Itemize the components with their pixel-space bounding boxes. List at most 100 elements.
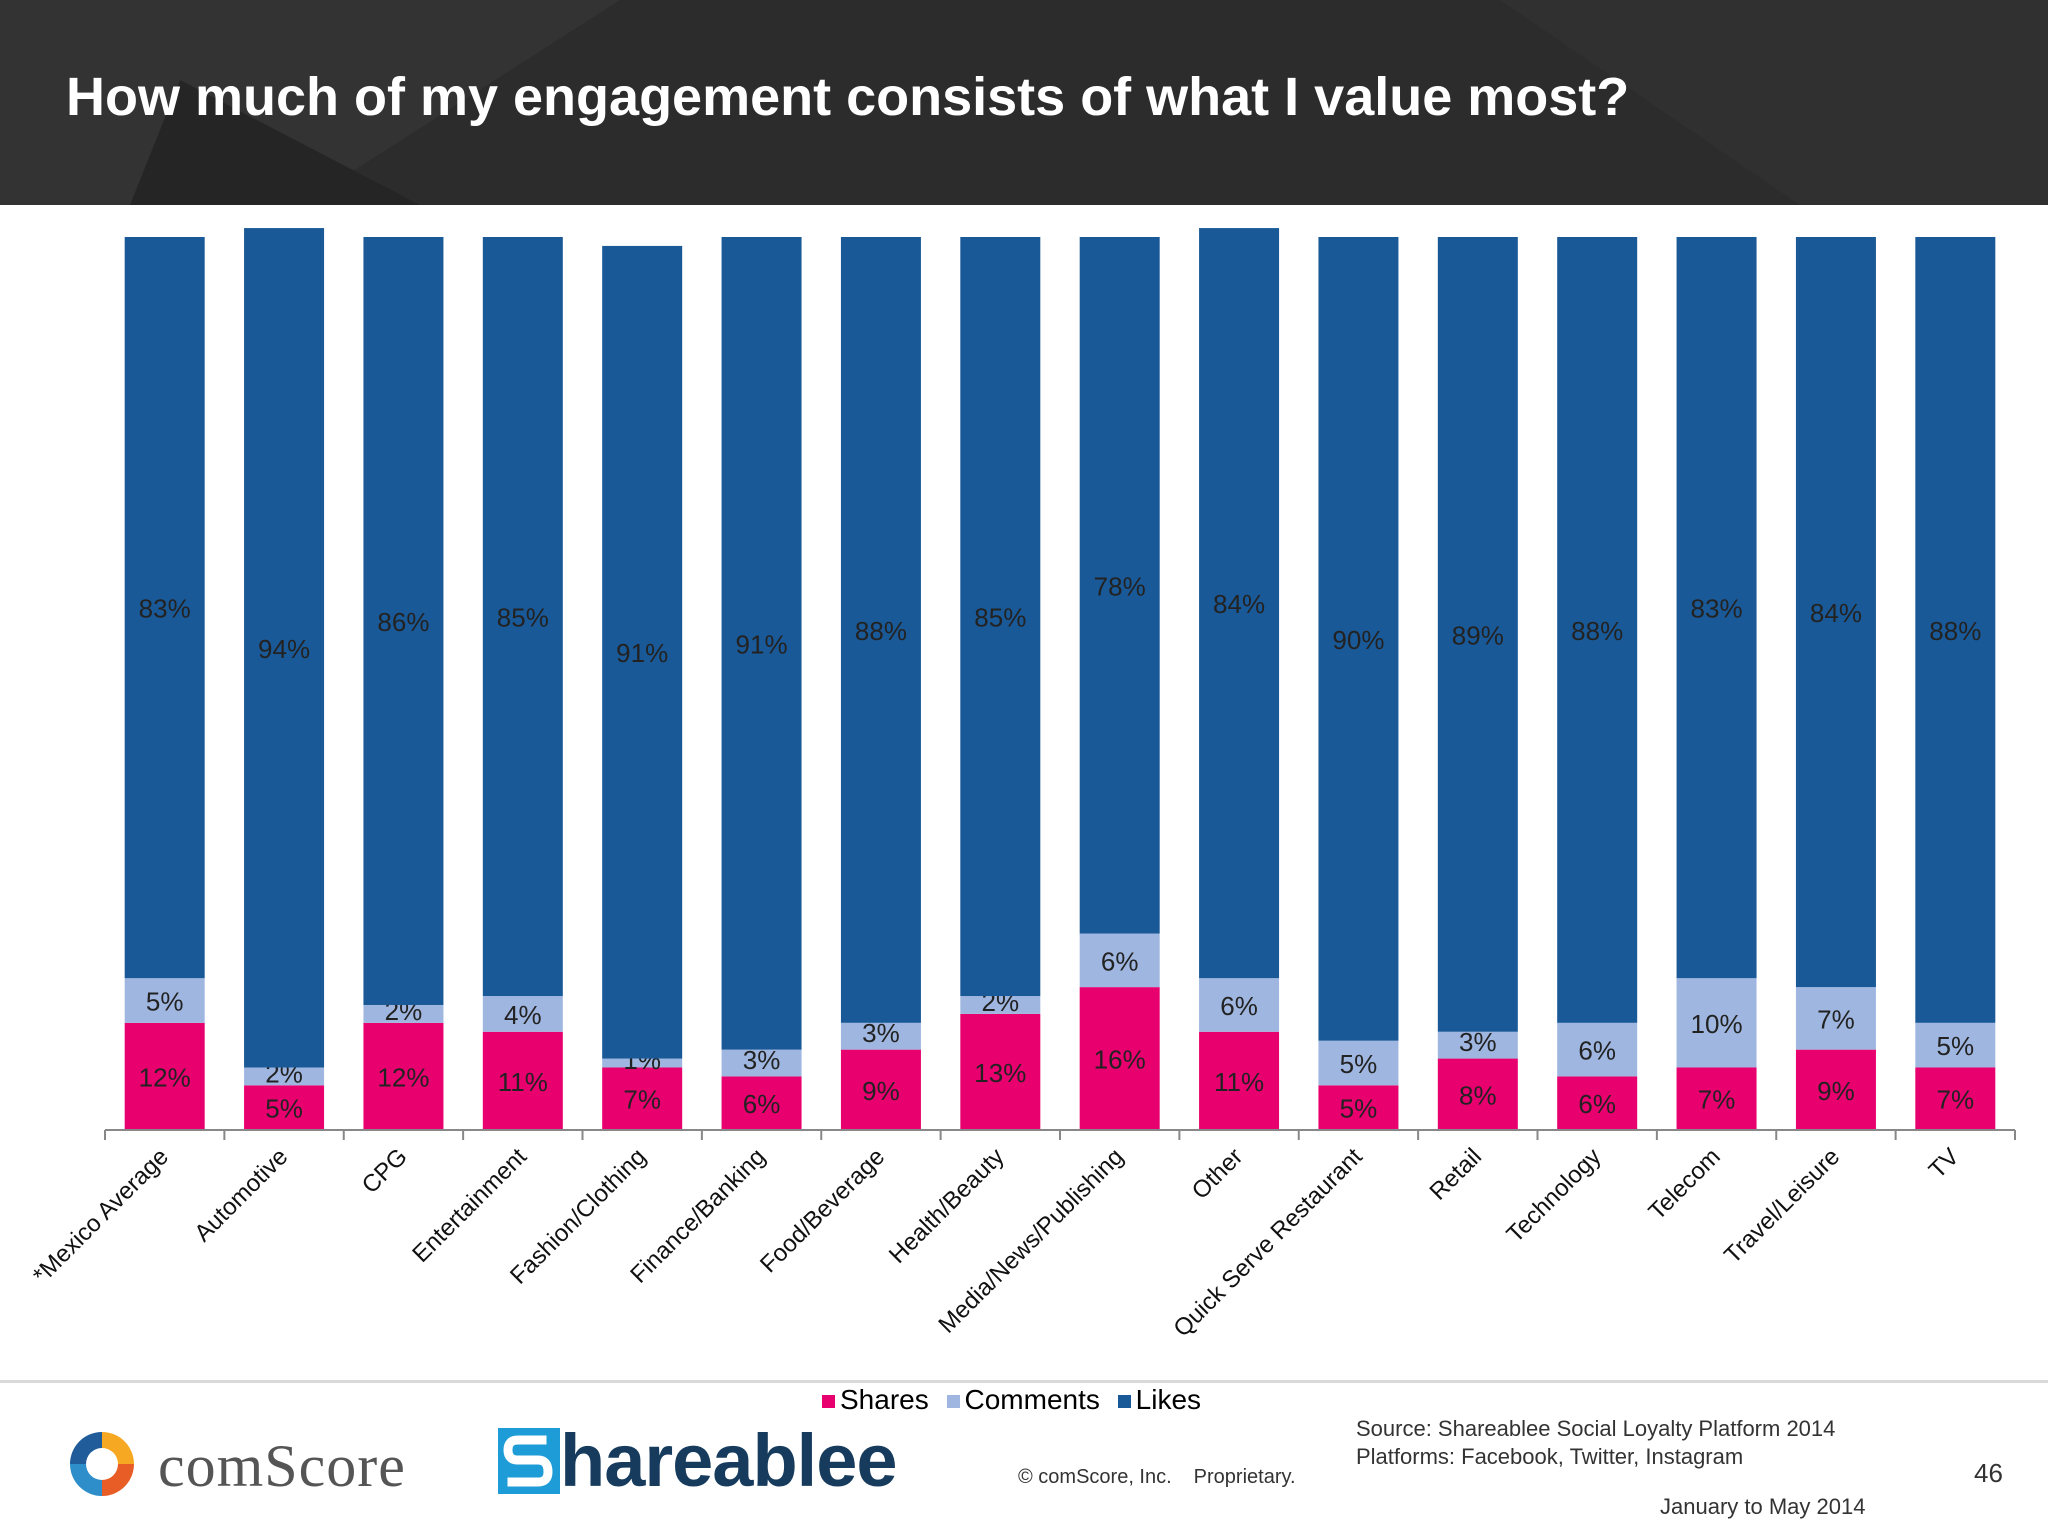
data-label-likes-10: 90% [1332,625,1384,655]
data-label-comments-11: 3% [1459,1027,1497,1057]
data-label-likes-4: 91% [616,638,668,668]
bar-shares-13 [1676,1067,1757,1130]
bar-likes-11 [1437,237,1518,1032]
x-tick-label-11: Retail [1425,1143,1487,1205]
bar-shares-3 [482,1031,563,1130]
header-background [0,0,2048,205]
bar-comments-14 [1795,987,1876,1050]
proprietary-text: Proprietary. [1193,1466,1296,1488]
shareablee-wordmark: hareablee [560,1419,898,1502]
bar-shares-6 [840,1049,921,1130]
legend-label-comments: Comments [964,1384,1100,1415]
bar-shares-14 [1795,1049,1876,1130]
data-label-shares-15: 7% [1937,1085,1975,1115]
data-label-likes-7: 85% [974,603,1026,633]
data-label-shares-12: 6% [1578,1089,1616,1119]
shareablee-logo-icon [498,1428,560,1494]
x-tick-label-9: Other [1187,1143,1249,1205]
bar-shares-11 [1437,1058,1518,1130]
data-label-comments-14: 7% [1817,1004,1855,1034]
x-tick-label-12: Technology [1501,1143,1606,1248]
legend-label-likes: Likes [1135,1384,1202,1415]
x-tick-label-3: Entertainment [407,1143,532,1268]
data-label-likes-13: 83% [1691,594,1743,624]
bar-comments-3 [482,996,563,1032]
x-tick-label-7: Health/Beauty [884,1143,1010,1269]
date-range: January to May 2014 [1660,1494,1866,1519]
legend-swatch-shares [822,1395,835,1408]
bar-likes-9 [1199,228,1280,979]
x-tick-label-2: CPG [357,1143,413,1199]
copyright-text: © comScore, Inc. [1018,1466,1172,1488]
x-tick-label-1: Automotive [189,1143,293,1247]
data-label-shares-5: 6% [743,1089,781,1119]
bar-shares-4 [602,1067,683,1130]
legend-item-comments: Comments [946,1384,1100,1416]
data-label-shares-14: 9% [1817,1076,1855,1106]
bar-likes-4 [602,245,683,1059]
bar-likes-3 [482,237,563,997]
data-label-comments-5: 3% [743,1045,781,1075]
data-label-shares-7: 13% [974,1058,1026,1088]
data-label-comments-15: 5% [1937,1031,1975,1061]
bar-comments-2 [363,1004,444,1023]
bar-comments-15 [1915,1022,1996,1068]
data-label-shares-8: 16% [1094,1045,1146,1075]
bar-comments-7 [960,996,1041,1014]
x-tick-label-6: Food/Beverage [755,1143,890,1278]
source-note: Source: Shareablee Social Loyalty Platfo… [1356,1415,1835,1471]
data-label-comments-6: 3% [862,1018,900,1048]
bar-comments-10 [1318,1040,1399,1086]
legend-swatch-likes [1117,1395,1131,1408]
x-tick-label-0: *Mexico Average [28,1143,174,1289]
bar-likes-6 [840,237,921,1023]
x-tick-label-15: TV [1924,1143,1965,1184]
data-label-shares-9: 11% [1214,1067,1264,1097]
bar-likes-0 [124,237,205,979]
legend-label-shares: Shares [840,1384,929,1415]
bar-likes-13 [1676,237,1757,979]
legend-item-shares: Shares [822,1384,929,1416]
data-label-comments-0: 5% [146,987,184,1017]
bar-shares-2 [363,1022,444,1130]
data-label-comments-10: 5% [1340,1049,1378,1079]
data-label-likes-9: 84% [1213,589,1265,619]
legend-swatch-comments [946,1395,960,1408]
data-label-shares-6: 9% [862,1076,900,1106]
bar-shares-9 [1199,1031,1280,1130]
bar-comments-5 [721,1049,802,1077]
chart-legend: Shares Comments Likes [822,1384,1211,1416]
bar-likes-7 [960,237,1041,997]
bar-shares-8 [1079,987,1160,1130]
slide-title: How much of my engagement consists of wh… [66,67,1630,127]
bar-likes-15 [1915,237,1996,1023]
data-label-likes-2: 86% [377,607,429,637]
data-label-comments-13: 10% [1691,1009,1743,1039]
source-line-1: Source: Shareablee Social Loyalty Platfo… [1356,1416,1836,1441]
data-label-likes-0: 83% [139,594,191,624]
data-label-comments-12: 6% [1578,1036,1616,1066]
bar-comments-0 [124,978,205,1023]
bar-likes-10 [1318,237,1399,1041]
x-tick-label-14: Travel/Leisure [1719,1143,1845,1269]
data-label-shares-0: 12% [139,1062,191,1092]
data-label-shares-1: 5% [265,1094,303,1124]
bar-likes-1 [244,228,325,1068]
bar-likes-8 [1079,237,1160,934]
bar-comments-12 [1557,1022,1638,1077]
bar-shares-0 [124,1022,205,1130]
bar-shares-12 [1557,1076,1638,1130]
data-label-shares-13: 7% [1698,1085,1736,1115]
bar-likes-5 [721,237,802,1050]
bar-shares-7 [960,1013,1041,1130]
slide-header: How much of my engagement consists of wh… [0,0,2048,205]
data-label-likes-1: 94% [258,634,310,664]
bar-likes-14 [1795,237,1876,988]
data-label-shares-2: 12% [377,1062,429,1092]
data-label-comments-8: 6% [1101,946,1139,976]
copyright-notice: © comScore, Inc. Proprietary. [1018,1466,1318,1489]
bar-shares-1 [244,1085,325,1130]
bar-comments-6 [840,1022,921,1050]
bar-likes-2 [363,237,444,1005]
bar-comments-8 [1079,933,1160,988]
